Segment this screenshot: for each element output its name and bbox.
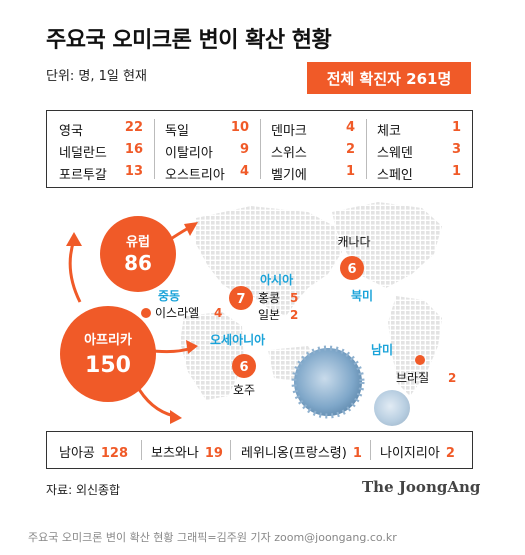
column-divider bbox=[366, 119, 367, 179]
hongkong-label: 홍콩 bbox=[258, 291, 280, 305]
arrow-head bbox=[170, 410, 182, 424]
source-note: 자료: 외신종합 bbox=[46, 483, 121, 497]
table-cell: 레위니옹(프랑스령) 1 bbox=[241, 446, 362, 461]
europe-bubble: 유럽 86 bbox=[100, 216, 176, 292]
table-cell: 오스트리아 4 bbox=[165, 164, 249, 183]
arrow-head bbox=[66, 232, 82, 246]
middle-east-label: 중동 bbox=[158, 289, 180, 303]
israel-value: 4 bbox=[214, 306, 222, 320]
table-cell: 스페인 1 bbox=[377, 164, 461, 183]
image-credit: 주요국 오미크론 변이 확산 현황 그래픽=김주원 기자 zoom@joonga… bbox=[28, 531, 397, 544]
asia-total: 7 bbox=[236, 292, 245, 307]
north-america-label: 북미 bbox=[351, 288, 373, 303]
north-america-total: 6 bbox=[347, 262, 356, 277]
brazil-label: 브라질 bbox=[396, 371, 429, 385]
japan-label: 일본 bbox=[258, 308, 280, 322]
hongkong-value: 5 bbox=[290, 291, 298, 305]
north-america-group: 캐나다 6 북미 bbox=[337, 235, 373, 303]
column-divider bbox=[230, 440, 231, 460]
canada-label: 캐나다 bbox=[337, 235, 370, 249]
table-cell: 나이지리아 2 bbox=[380, 446, 455, 461]
australia-label: 호주 bbox=[233, 383, 255, 397]
joongang-logo: The JoongAng bbox=[362, 478, 481, 496]
africa-bubble: 아프리카 150 bbox=[60, 306, 156, 402]
table-cell: 스웨덴 3 bbox=[377, 142, 461, 161]
table-cell: 체코 1 bbox=[377, 120, 461, 139]
arrow-africa-to-south bbox=[134, 383, 175, 418]
virus-illustration bbox=[291, 345, 410, 426]
europe-country-table: 영국 22 독일 10 덴마크 4 체코 1 네덜란드 16 이탈리아 9 스위스 2 스웨덴… bbox=[46, 110, 473, 188]
arrow-head bbox=[184, 222, 198, 236]
table-cell: 벨기에 1 bbox=[271, 164, 355, 183]
table-cell: 보츠와나 19 bbox=[151, 446, 223, 461]
table-cell: 독일 10 bbox=[165, 120, 249, 139]
table-cell: 남아공 128 bbox=[59, 446, 129, 461]
arrow-africa-to-europe bbox=[68, 239, 82, 303]
page-title: 주요국 오미크론 변이 확산 현황 bbox=[46, 28, 332, 53]
asia-label: 아시아 bbox=[260, 272, 293, 287]
table-cell: 스위스 2 bbox=[271, 142, 355, 161]
spread-arrows bbox=[66, 222, 198, 424]
oceania-total: 6 bbox=[239, 360, 248, 375]
table-cell: 네덜란드 16 bbox=[59, 142, 143, 161]
column-divider bbox=[141, 440, 142, 460]
column-divider bbox=[154, 119, 155, 179]
table-cell: 영국 22 bbox=[59, 120, 143, 139]
south-america-label: 남미 bbox=[371, 342, 393, 357]
world-map: 유럽 86 아프리카 150 중동 이스라엘 4 7 아시아 홍콩 5 일본 2 bbox=[60, 202, 456, 426]
israel-label: 이스라엘 bbox=[155, 306, 199, 320]
column-divider bbox=[370, 440, 371, 460]
total-cases-badge: 전체 확진자 261명 bbox=[307, 62, 471, 94]
column-divider bbox=[260, 119, 261, 179]
africa-label: 아프리카 bbox=[84, 332, 132, 348]
japan-value: 2 bbox=[290, 308, 298, 322]
table-cell: 덴마크 4 bbox=[271, 120, 355, 139]
brazil-dot bbox=[415, 355, 425, 365]
middle-east-group: 중동 이스라엘 4 bbox=[141, 289, 222, 320]
europe-value: 86 bbox=[124, 251, 152, 275]
oceania-group: 오세아니아 6 호주 bbox=[210, 332, 265, 397]
table-cell: 포르투갈 13 bbox=[59, 164, 143, 183]
unit-note: 단위: 명, 1일 현재 bbox=[46, 69, 147, 84]
europe-label: 유럽 bbox=[126, 235, 150, 250]
africa-country-table: 남아공 128 보츠와나 19 레위니옹(프랑스령) 1 나이지리아 2 bbox=[46, 431, 473, 469]
oceania-label: 오세아니아 bbox=[210, 332, 265, 347]
brazil-value: 2 bbox=[448, 371, 456, 385]
arrow-head bbox=[186, 340, 198, 354]
south-america-group: 남미 브라질 2 bbox=[371, 342, 456, 385]
table-cell: 이탈리아 9 bbox=[165, 142, 249, 161]
asia-group: 7 아시아 홍콩 5 일본 2 bbox=[229, 272, 298, 322]
israel-dot bbox=[141, 308, 151, 318]
africa-value: 150 bbox=[85, 353, 131, 378]
